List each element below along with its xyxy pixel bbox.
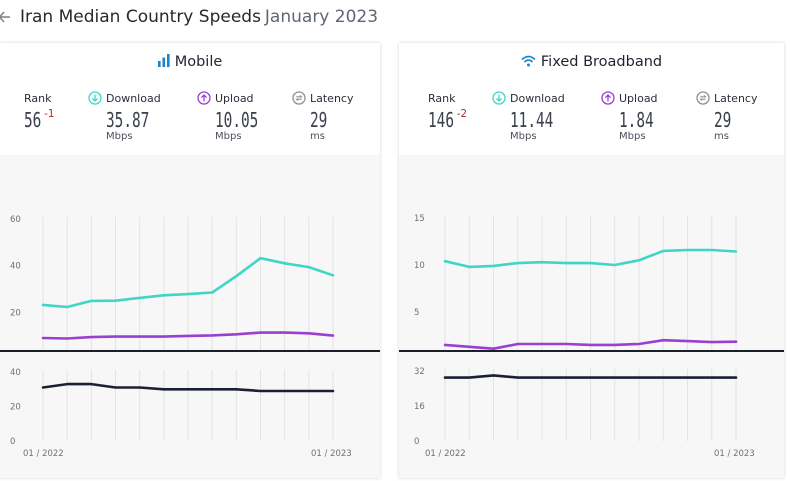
y-tick-label: 40 <box>10 262 21 272</box>
mobile-title-text: Mobile <box>174 54 223 70</box>
download-icon <box>88 91 102 105</box>
y-tick-label: 10 <box>414 261 425 271</box>
x-tick-label: 01 / 2023 <box>714 449 755 459</box>
y-tick-label: 16 <box>414 402 425 412</box>
fixed-latency-unit: ms <box>714 131 729 142</box>
series-line-download <box>41 256 335 309</box>
fixed-speed-chart: 051015 <box>414 214 738 350</box>
fixed-panel-title: Fixed Broadband <box>399 54 784 70</box>
fixed-upload-label: Upload <box>619 91 658 105</box>
fixed-upload-unit: Mbps <box>619 131 646 142</box>
fixed-rank-label: Rank <box>428 91 456 105</box>
back-arrow-icon[interactable] <box>0 7 14 27</box>
y-tick-label: 0 <box>10 437 15 447</box>
mobile-summary: Mobile Rank 56 -1 Download 35.87 Mbps <box>0 43 380 155</box>
mobile-upload-label: Upload <box>215 91 254 105</box>
mobile-download-unit: Mbps <box>106 131 133 142</box>
series-line-latency <box>41 382 335 393</box>
fixed-download-unit: Mbps <box>510 131 537 142</box>
series-line-upload <box>41 331 335 340</box>
latency-icon <box>292 91 306 105</box>
fixed-download-value: 11.44 <box>510 108 554 132</box>
page-header: Iran Median Country Speeds January 2023 <box>0 4 378 30</box>
mobile-latency-value: 29 <box>310 108 328 132</box>
mobile-download-label: Download <box>106 91 161 105</box>
download-icon <box>492 91 506 105</box>
mobile-rank-value: 56 <box>24 108 42 132</box>
page-title: Iran Median Country Speeds January 2023 <box>20 7 378 27</box>
signal-bars-icon <box>157 54 170 67</box>
x-tick-label: 01 / 2022 <box>425 449 466 459</box>
mobile-rank-label: Rank <box>24 91 52 105</box>
fixed-latency: Latency 29 ms <box>696 91 757 142</box>
fixed-latency-label: Latency <box>714 91 758 105</box>
mobile-chart-divider <box>0 350 380 352</box>
y-tick-label: 40 <box>10 368 21 378</box>
fixed-rank-change: -2 <box>456 107 468 120</box>
series-line-latency <box>443 374 738 379</box>
page-title-text: Iran Median Country Speeds <box>20 7 261 27</box>
fixed-rank-value: 146 <box>428 108 455 132</box>
fixed-panel: Fixed Broadband Rank 146 -2 Download 11.4… <box>399 43 784 478</box>
series-line-download <box>443 248 738 269</box>
mobile-rank-change: -1 <box>44 107 55 120</box>
mobile-download-value: 35.87 <box>106 108 150 132</box>
x-tick-label: 01 / 2023 <box>311 449 352 459</box>
fixed-summary: Fixed Broadband Rank 146 -2 Download 11.4… <box>399 43 784 155</box>
upload-icon <box>601 91 615 105</box>
mobile-latency: Latency 29 ms <box>292 91 353 142</box>
mobile-upload-value: 10.05 <box>215 108 259 132</box>
fixed-upload: Upload 1.84 Mbps <box>601 91 667 142</box>
mobile-panel: Mobile Rank 56 -1 Download 35.87 Mbps <box>0 43 380 478</box>
fixed-latency-chart: 0 16 32 01 / 2022 01 / 2023 <box>414 367 755 459</box>
fixed-download: Download 11.44 Mbps <box>492 91 570 142</box>
fixed-title-text: Fixed Broadband <box>540 54 663 70</box>
mobile-latency-chart: 0 20 40 01 / 2022 01 / 2023 <box>10 368 352 459</box>
fixed-upload-value: 1.84 <box>619 108 654 132</box>
fixed-download-label: Download <box>510 91 565 105</box>
x-tick-label: 01 / 2022 <box>23 449 64 459</box>
y-tick-label: 60 <box>10 215 21 225</box>
y-tick-label: 15 <box>414 214 425 224</box>
fixed-chart-divider <box>399 350 784 352</box>
y-tick-label: 20 <box>10 308 21 318</box>
latency-icon <box>696 91 710 105</box>
y-tick-label: 20 <box>10 403 21 413</box>
mobile-speed-chart: 0204060 <box>10 215 335 350</box>
mobile-latency-label: Latency <box>310 91 354 105</box>
mobile-latency-unit: ms <box>310 131 325 142</box>
y-tick-label: 5 <box>414 308 419 318</box>
y-tick-label: 0 <box>414 437 419 447</box>
fixed-rank: Rank 146 -2 <box>428 91 468 133</box>
mobile-rank: Rank 56 -1 <box>24 91 55 133</box>
y-tick-label: 32 <box>414 367 425 377</box>
mobile-download: Download 35.87 Mbps <box>88 91 166 142</box>
mobile-upload-unit: Mbps <box>215 131 242 142</box>
mobile-panel-title: Mobile <box>0 54 380 70</box>
upload-icon <box>197 91 211 105</box>
mobile-upload: Upload 10.05 Mbps <box>197 91 275 142</box>
series-line-upload <box>443 338 738 350</box>
page-title-date: January 2023 <box>264 7 379 27</box>
fixed-latency-value: 29 <box>714 108 732 132</box>
wifi-icon <box>521 55 536 67</box>
